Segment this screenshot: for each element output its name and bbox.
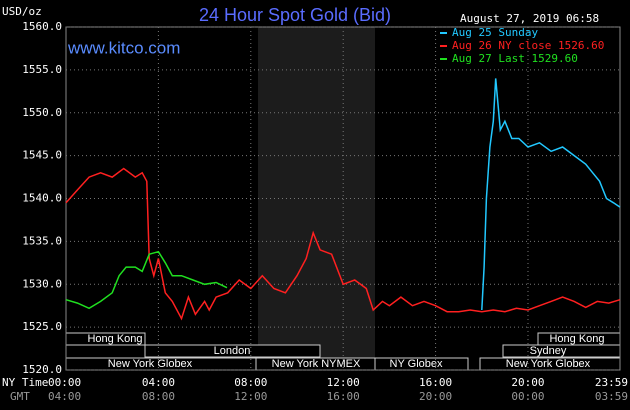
price-line [65, 250, 228, 310]
x-tick-label: 00:00 [48, 376, 81, 389]
x-axis-label: NY Time [2, 376, 48, 389]
x-tick-label: 08:00 [234, 376, 267, 389]
y-tick-label: 1525.0 [22, 320, 62, 333]
session-label: New York Globex [108, 358, 193, 370]
price-line [65, 167, 621, 321]
session-label: Sydney [530, 345, 567, 357]
y-tick-label: 1560.0 [22, 20, 62, 33]
session-label: NY Globex [390, 358, 443, 370]
subtitle: August 27, 2019 06:58 [460, 12, 599, 25]
legend-label: Aug 25 Sunday [452, 26, 538, 39]
session-label: New York Globex [506, 358, 591, 370]
x-tick-label: 16:00 [419, 376, 452, 389]
x2-axis-label: GMT [10, 390, 30, 403]
x-tick-label: 20:00 [511, 376, 544, 389]
x2-tick-label: 16:00 [327, 390, 360, 403]
x-tick-label: 04:00 [142, 376, 175, 389]
session-label: New York NYMEX [272, 358, 361, 370]
y-tick-label: 1520.0 [22, 363, 62, 376]
y-tick-label: 1535.0 [22, 234, 62, 247]
x2-tick-label: 20:00 [419, 390, 452, 403]
sessions: Hong Kong London New York Globex New Yor… [65, 332, 621, 371]
x2-tick-label: 00:00 [511, 390, 544, 403]
y-tick-label: 1530.0 [22, 277, 62, 290]
website: www.kitco.com [67, 38, 180, 57]
x2-tick-label: 08:00 [142, 390, 175, 403]
x2-tick-label: 12:00 [234, 390, 267, 403]
session-label: Hong Kong [549, 333, 604, 345]
x-tick-label: 12:00 [327, 376, 360, 389]
y-tick-label: 1550.0 [22, 106, 62, 119]
y-tick-label: 1555.0 [22, 63, 62, 76]
y-tick-label: 1545.0 [22, 149, 62, 162]
x2-tick-label: 03:59 [595, 390, 628, 403]
session-bar [144, 344, 321, 358]
y-axis-label: USD/oz [2, 5, 42, 18]
x2-tick-label: 04:00 [48, 390, 81, 403]
price-line [481, 78, 621, 311]
y-tick-label: 1540.0 [22, 192, 62, 205]
chart-title: 24 Hour Spot Gold (Bid) [199, 5, 391, 25]
nymex-shade [258, 27, 375, 370]
session-label: Hong Kong [87, 333, 142, 345]
legend-label: Aug 27 Last 1529.60 [452, 52, 578, 65]
legend-label: Aug 26 NY close 1526.60 [452, 39, 604, 52]
x-tick-label: 23:59 [595, 376, 628, 389]
session-label: London [214, 345, 251, 357]
